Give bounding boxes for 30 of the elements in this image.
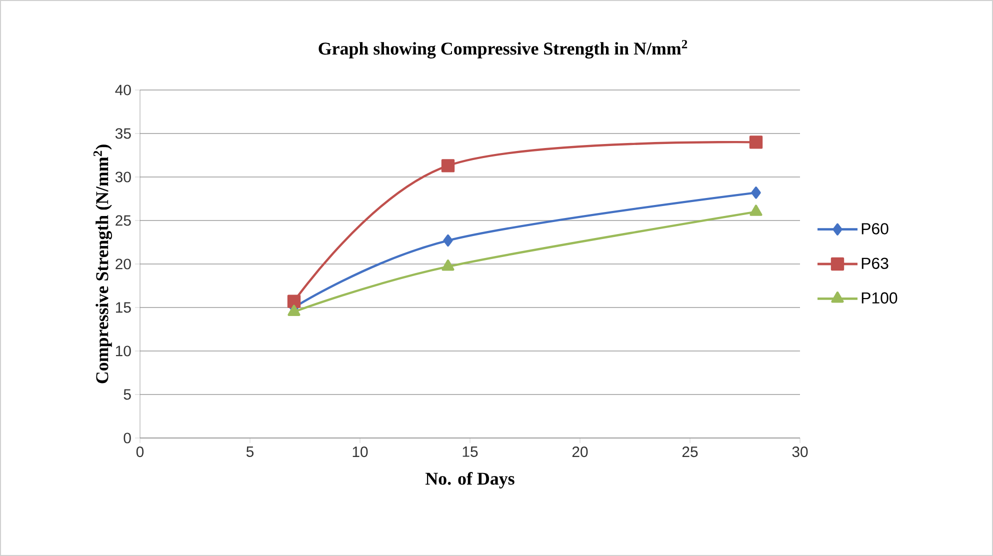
legend-label: P60 xyxy=(862,223,888,234)
point xyxy=(287,294,301,308)
legend-label: P63 xyxy=(862,258,888,269)
point xyxy=(751,186,761,199)
x-axis-title: No. of Days xyxy=(426,472,514,488)
x-tick-label: 15 xyxy=(462,446,478,457)
point xyxy=(443,234,453,247)
y-axis-title: Compressive Strength (N/mm$^{2}$) xyxy=(94,144,112,384)
y-tick-label: 25 xyxy=(116,215,131,226)
point xyxy=(749,136,763,149)
y-tick-label: 35 xyxy=(115,128,131,139)
point xyxy=(750,204,762,216)
x-tick-label: 25 xyxy=(682,446,698,458)
point xyxy=(442,260,454,271)
y-tick-label: 5 xyxy=(124,389,131,400)
x-tick-label: 20 xyxy=(572,446,588,458)
x-tick-label: 10 xyxy=(352,446,368,458)
y-tick-label: 40 xyxy=(115,84,131,96)
x-tick-label: 0 xyxy=(136,446,144,458)
x-tick-label: 30 xyxy=(792,446,808,458)
y-tick-label: 15 xyxy=(116,302,131,313)
legend-label: P100 xyxy=(862,292,898,304)
chart-title: Graph showing Compressive Strength in N/mm$^{2}$ xyxy=(318,40,688,58)
y-tick-label: 20 xyxy=(116,258,131,270)
y-tick-label: 10 xyxy=(116,346,131,356)
point xyxy=(441,159,455,172)
y-tick-label: 30 xyxy=(115,172,131,182)
y-tick-label: 0 xyxy=(124,432,131,444)
point xyxy=(288,304,300,316)
x-tick-label: 5 xyxy=(246,446,254,457)
